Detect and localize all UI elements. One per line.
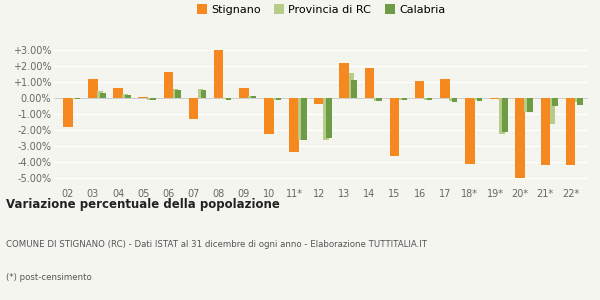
Bar bbox=[113, 88, 123, 98]
Bar bbox=[440, 79, 449, 98]
Bar bbox=[88, 79, 98, 98]
Bar bbox=[452, 98, 457, 102]
Bar bbox=[314, 98, 324, 104]
Bar bbox=[474, 98, 479, 100]
Bar bbox=[326, 98, 332, 138]
Bar bbox=[289, 98, 299, 152]
Bar bbox=[365, 68, 374, 98]
Bar bbox=[424, 98, 430, 101]
Bar bbox=[273, 98, 278, 100]
Bar bbox=[125, 95, 131, 98]
Bar bbox=[376, 98, 382, 101]
Bar bbox=[226, 98, 231, 100]
Bar bbox=[499, 98, 505, 134]
Bar bbox=[175, 90, 181, 98]
Bar bbox=[351, 80, 357, 98]
Bar bbox=[415, 81, 424, 98]
Bar bbox=[264, 98, 274, 134]
Bar bbox=[223, 98, 229, 99]
Bar bbox=[374, 98, 379, 101]
Bar bbox=[298, 98, 304, 140]
Text: Variazione percentuale della popolazione: Variazione percentuale della popolazione bbox=[6, 198, 280, 211]
Bar bbox=[164, 72, 173, 98]
Bar bbox=[427, 98, 432, 101]
Bar bbox=[541, 98, 550, 165]
Bar bbox=[72, 98, 77, 99]
Bar bbox=[139, 97, 148, 98]
Bar bbox=[276, 98, 281, 100]
Bar bbox=[323, 98, 329, 140]
Bar bbox=[566, 98, 575, 165]
Bar bbox=[97, 91, 103, 98]
Bar bbox=[150, 98, 156, 100]
Text: (*) post-censimento: (*) post-censimento bbox=[6, 273, 92, 282]
Bar bbox=[349, 73, 354, 98]
Bar bbox=[100, 93, 106, 98]
Bar bbox=[553, 98, 558, 106]
Text: COMUNE DI STIGNANO (RC) - Dati ISTAT al 31 dicembre di ogni anno - Elaborazione : COMUNE DI STIGNANO (RC) - Dati ISTAT al … bbox=[6, 240, 427, 249]
Bar bbox=[577, 98, 583, 105]
Legend: Stignano, Provincia di RC, Calabria: Stignano, Provincia di RC, Calabria bbox=[197, 4, 445, 15]
Bar bbox=[340, 63, 349, 98]
Bar bbox=[75, 98, 80, 99]
Bar bbox=[248, 96, 254, 98]
Bar bbox=[515, 98, 525, 178]
Bar bbox=[401, 98, 407, 100]
Bar bbox=[148, 98, 153, 100]
Bar bbox=[524, 98, 530, 112]
Bar bbox=[63, 98, 73, 127]
Bar bbox=[502, 98, 508, 132]
Bar bbox=[550, 98, 555, 124]
Bar bbox=[465, 98, 475, 164]
Bar bbox=[449, 98, 455, 101]
Bar bbox=[301, 98, 307, 140]
Bar bbox=[188, 98, 198, 119]
Bar bbox=[239, 88, 248, 98]
Bar bbox=[122, 94, 128, 98]
Bar bbox=[214, 50, 223, 98]
Bar bbox=[575, 98, 580, 102]
Bar bbox=[527, 98, 533, 112]
Bar bbox=[490, 98, 500, 99]
Bar bbox=[390, 98, 399, 156]
Bar bbox=[399, 98, 404, 101]
Bar bbox=[251, 96, 256, 98]
Bar bbox=[198, 89, 203, 98]
Bar bbox=[200, 90, 206, 98]
Bar bbox=[477, 98, 482, 101]
Bar bbox=[173, 89, 178, 98]
